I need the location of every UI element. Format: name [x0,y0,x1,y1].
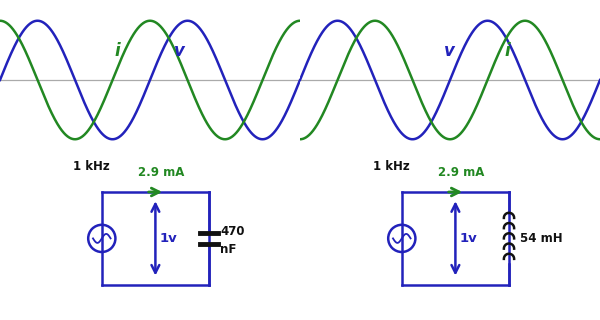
Text: v: v [174,42,185,60]
Text: 1v: 1v [460,232,477,244]
Text: i: i [114,42,120,60]
Text: 2.9 mA: 2.9 mA [138,166,184,179]
Text: 2.9 mA: 2.9 mA [438,166,484,179]
Text: 1 kHz: 1 kHz [73,160,110,172]
Text: 1 kHz: 1 kHz [373,160,410,172]
Text: 1v: 1v [160,232,177,244]
Text: v: v [444,42,455,60]
Text: 470: 470 [220,225,245,238]
Text: nF: nF [220,243,236,256]
Text: 54 mH: 54 mH [520,232,563,244]
Text: i: i [504,42,510,60]
